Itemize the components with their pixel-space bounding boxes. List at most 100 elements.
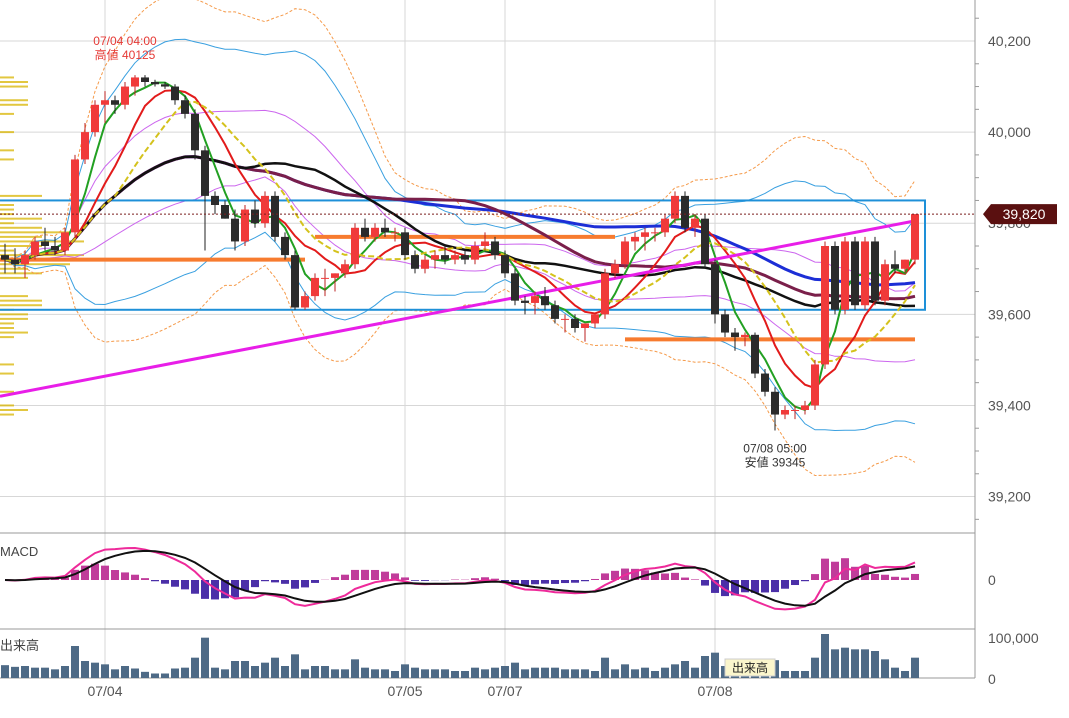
macd-bar [801,580,809,582]
macd-panel: MACD 0 [0,544,996,611]
volume-bar [91,662,99,678]
ma-40 [4,155,916,301]
candle-body [451,255,459,260]
volume-bar [11,666,19,678]
macd-bar [371,569,379,580]
candle-body [351,227,359,265]
volume-bar [891,667,899,678]
volume-bar [861,649,869,678]
macd-bar [211,580,219,600]
volume-bar [271,657,279,678]
candle-body [871,241,879,301]
macd-bar [281,580,289,584]
volume-zero-label: 0 [988,671,996,687]
macd-bar [661,573,669,580]
volume-bar [31,667,39,678]
volume-bar [181,667,189,678]
macd-bar [391,573,399,580]
volume-bar [371,669,379,678]
candle-body [111,100,119,105]
candle-body [731,332,739,338]
volume-tooltip-text: 出来高 [732,660,768,675]
volume-profile-bar [0,231,70,234]
candle-body [311,277,319,297]
volume-bar [111,669,119,678]
volume-profile-bar [0,245,42,247]
candle-body [611,264,619,274]
candle-body [151,82,159,85]
candle-body [171,86,179,101]
macd-bar [131,574,139,580]
time-tick-label: 07/04 [87,683,122,699]
macd-bar [761,580,769,593]
candle-body [801,405,809,410]
volume-profile-bar [0,217,42,220]
candle-body [11,259,19,265]
candle-body [241,209,249,242]
volume-bar [551,667,559,678]
time-tick-label: 07/08 [697,683,732,699]
volume-bar [41,667,49,678]
macd-bar [141,578,149,580]
candle-body [321,277,329,279]
price-tick-label: 39,200 [988,489,1031,505]
candle-body [741,334,749,338]
volume-profile-bar [0,299,42,302]
macd-bar [741,580,749,593]
candle-body [761,373,769,392]
candle-body [141,77,149,82]
candle-body [261,195,269,224]
candle-body [191,113,199,151]
candle-body [721,314,729,333]
candle-body [31,241,39,256]
candle-body [221,205,229,219]
macd-bar [791,580,799,586]
volume-bar [611,669,619,678]
candle-body [81,132,89,160]
volume-profile-bar [0,149,14,152]
candle-body [211,195,219,205]
price-tick-label: 40,000 [988,124,1031,140]
volume-profile-bar [0,272,42,275]
volume-bar [791,671,799,678]
volume-profile-bar [0,295,28,298]
candle-body [1,255,9,260]
candle-body [571,318,579,328]
macd-bar [561,580,569,584]
volume-bar [161,673,169,678]
band-upper [4,0,916,261]
volume-bar [61,666,69,678]
candle-body [591,314,599,324]
volume-label: 出来高 [0,638,39,653]
macd-bar [681,577,689,580]
candle-body [61,232,69,251]
current-price-marker: 39,820 [0,204,1057,225]
volume-profile-bar [0,409,28,411]
volume-bar [591,671,599,678]
macd-bar [191,580,199,594]
macd-bar [91,563,99,580]
volume-bar [511,662,519,678]
candle-body [641,232,649,237]
macd-bar [701,580,709,586]
volume-bar [51,669,59,678]
macd-bar [861,565,869,580]
volume-bar [801,671,809,678]
candle-body [681,195,689,228]
macd-bar [401,577,409,580]
candle-body [651,232,659,234]
volume-bar [411,667,419,678]
macd-bar [261,580,269,582]
volume-profile-bar [0,85,28,88]
candle-body [751,334,759,374]
macd-bar [711,580,719,593]
volume-profile-bar [0,322,14,325]
macd-bar [301,580,309,588]
volume-profile-bar [0,404,14,407]
macd-bar [721,580,729,597]
macd-bar [181,580,189,590]
volume-profile-bar [0,226,42,229]
macd-bar [121,572,129,580]
macd-bar [341,574,349,580]
